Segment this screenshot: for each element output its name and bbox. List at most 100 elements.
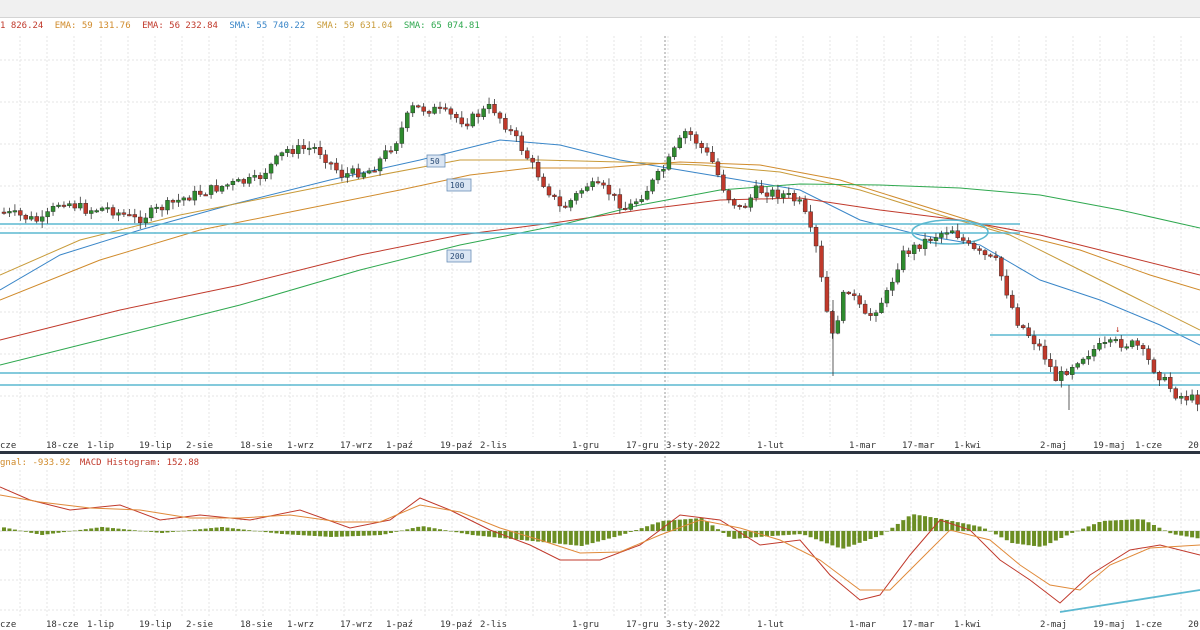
macd-histogram-bar (1042, 531, 1047, 546)
macd-histogram-bar (661, 520, 666, 531)
x-axis-tick-label: 20 (1188, 620, 1199, 630)
macd-histogram-bar (89, 528, 94, 531)
macd-histogram-bar (508, 531, 513, 539)
candle-body (590, 181, 595, 187)
candle-body (1020, 325, 1026, 328)
macd-histogram-bar (596, 531, 601, 542)
candle-body (323, 154, 328, 163)
macd-histogram-bar (1184, 531, 1189, 537)
candle-body (852, 293, 857, 296)
candle-body (933, 237, 939, 241)
candle-body (568, 200, 573, 208)
candle-body (83, 203, 88, 214)
candle-body (928, 238, 933, 241)
macd-histogram-bar (1190, 531, 1195, 538)
candle-body (890, 281, 895, 291)
candle-body (710, 151, 715, 163)
macd-histogram-bar (416, 526, 421, 531)
macd-histogram-bar (1081, 528, 1086, 531)
macd-histogram-bar (563, 531, 568, 545)
candle-body (1102, 342, 1108, 344)
macd-histogram-bar (170, 531, 175, 532)
macd-histogram-bar (165, 531, 170, 533)
macd-histogram-bar (1151, 524, 1156, 531)
macd-histogram-bar (105, 527, 110, 531)
macd-histogram-bar (547, 531, 551, 543)
macd-histogram-bar (470, 531, 475, 536)
macd-histogram-bar (339, 531, 344, 537)
macd-histogram-bar (743, 531, 748, 539)
candle-body (197, 190, 203, 195)
macd-histogram-bar (536, 531, 541, 542)
macd-histogram-bar (94, 527, 99, 531)
macd-histogram-bar (220, 527, 224, 531)
macd-histogram-bar (912, 514, 917, 531)
macd-histogram-bar (1021, 531, 1026, 545)
candle-body (672, 147, 677, 157)
candle-body (579, 190, 584, 194)
candle-body (296, 145, 301, 154)
x-axis-tick-label: 2-maj (1040, 620, 1067, 630)
x-axis-tick-label: cze (0, 620, 16, 630)
macd-histogram-bar (645, 526, 650, 531)
candle-body (743, 205, 748, 208)
x-axis-tick-label: 1-mar (849, 620, 877, 630)
macd-histogram-bar (492, 531, 497, 538)
macd-histogram-bar (803, 531, 808, 536)
candle-body (971, 243, 977, 249)
x-axis-tick-label: 1-lip (87, 441, 114, 451)
x-axis-tick-label: 2-sie (186, 441, 213, 451)
candle-body (584, 186, 590, 191)
macd-histogram-bar (198, 529, 203, 531)
macd-histogram-bar (83, 529, 88, 531)
x-axis-tick-label: 18-cze (46, 441, 79, 451)
macd-histogram-bar (1130, 519, 1135, 531)
candle-body (764, 192, 770, 197)
macd-histogram-bar (34, 531, 39, 534)
candle-body (1173, 388, 1178, 399)
macd-histogram-bar (1032, 531, 1037, 546)
candle-body (274, 155, 279, 165)
macd-histogram-bar (1053, 531, 1058, 541)
x-axis-tick-label: 19-maj (1093, 620, 1126, 630)
macd-histogram-bar (628, 531, 633, 532)
candle-body (1108, 339, 1113, 343)
candle-body (279, 152, 285, 157)
candle-body (110, 207, 116, 216)
candle-body (1119, 339, 1124, 348)
x-axis-tick-label: 2-lis (480, 620, 507, 630)
macd-histogram-bar (209, 528, 214, 531)
macd-histogram-bar (51, 531, 56, 534)
candle-body (497, 112, 503, 119)
candle-body (721, 174, 726, 191)
candle-body (574, 193, 579, 201)
x-axis-tick-label: 3-sty-2022 (666, 441, 720, 451)
candle-body (39, 216, 45, 222)
x-axis-tick-label: 19-lip (139, 620, 172, 630)
candle-body (911, 244, 917, 254)
macd-histogram-bar (863, 531, 868, 541)
macd-histogram-bar (977, 526, 982, 531)
x-axis-tick-label: 1-kwi (954, 441, 981, 451)
candle-body (1069, 367, 1075, 375)
candle-body (29, 216, 34, 220)
macd-histogram-bar (225, 527, 230, 531)
candle-body (61, 204, 67, 207)
candle-body (1086, 356, 1091, 360)
macd-histogram-bar (160, 531, 165, 533)
macd-histogram-bar (1168, 531, 1173, 534)
macd-histogram-bar (999, 531, 1004, 538)
macd-histogram-bar (541, 531, 546, 543)
candle-body (1059, 371, 1064, 381)
macd-histogram-bar (574, 531, 579, 546)
candle-body (475, 113, 481, 118)
macd-histogram-bar (514, 531, 519, 540)
candle-body (176, 199, 181, 203)
x-axis-tick-label: 17-gru (626, 441, 659, 451)
macd-histogram-bar (307, 531, 312, 536)
candle-body (1053, 366, 1059, 381)
macd-histogram-bar (329, 531, 333, 537)
macd-histogram-bar (835, 531, 840, 548)
